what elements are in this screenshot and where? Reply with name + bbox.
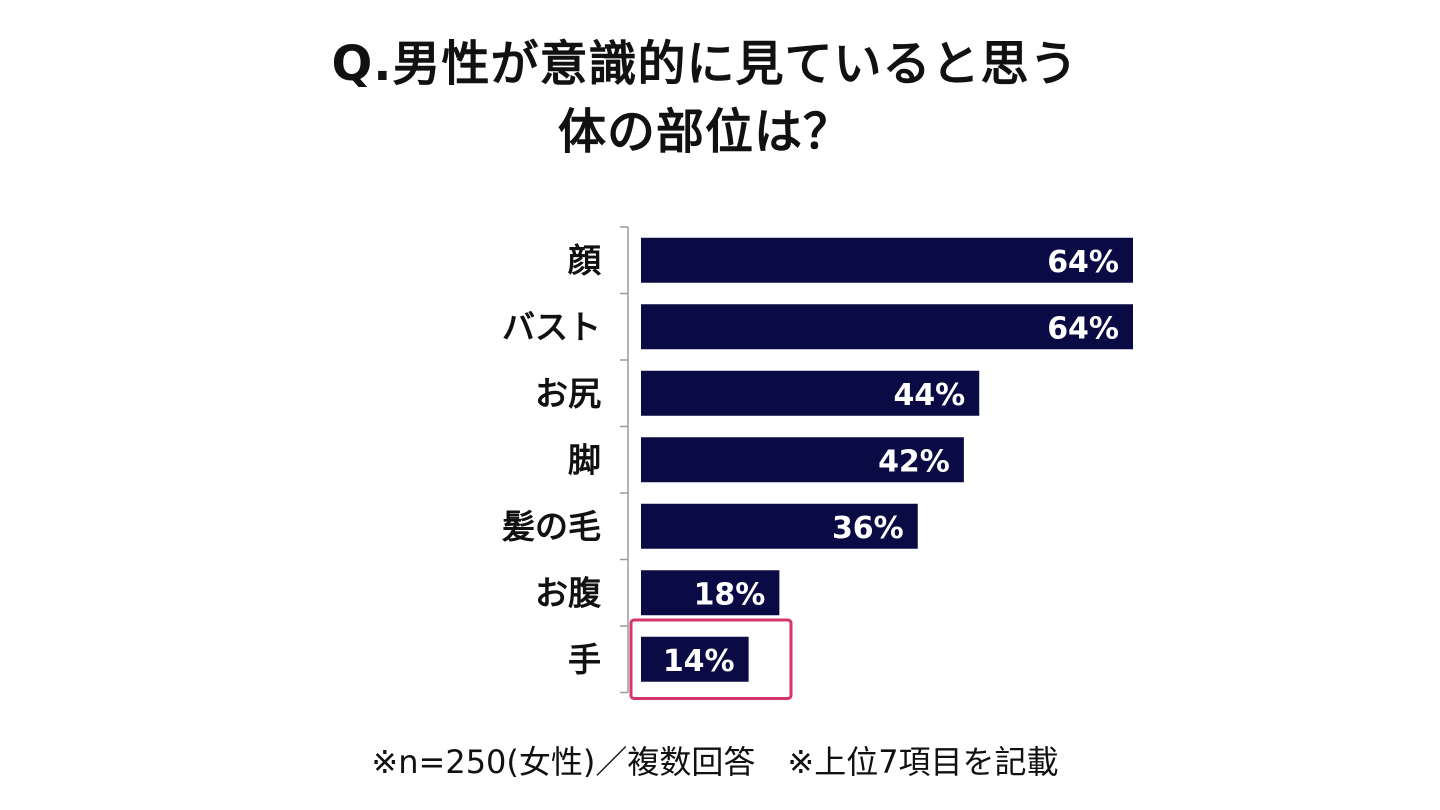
value-label: 14% [663, 644, 735, 679]
chart-bars [641, 237, 1133, 682]
bar-4 [641, 437, 964, 483]
bar-2 [641, 304, 1133, 350]
highlight-layer [629, 618, 793, 700]
bar-6 [641, 570, 780, 616]
value-label: 18% [694, 577, 766, 612]
category-label: 脚 [568, 440, 601, 479]
value-label: 44% [893, 378, 965, 413]
category-label: お腹 [535, 573, 602, 612]
chart-title-line-1: Q.男性が意識的に見ていると思う [331, 36, 1079, 92]
highlight-box [629, 618, 793, 700]
bar-3 [641, 370, 980, 416]
value-label: 64% [1047, 245, 1119, 280]
bar-5 [641, 503, 918, 549]
category-label: 髪の毛 [502, 507, 601, 546]
chart-footnote: ※n=250(女性)／複数回答 ※上位7項目を記載 [371, 743, 1059, 781]
value-label: 42% [878, 444, 950, 479]
chart-axis [620, 226, 629, 694]
value-label: 64% [1047, 311, 1119, 346]
category-label: 顔 [568, 241, 602, 280]
category-label: バスト [502, 307, 601, 346]
chart-title-line-2: 体の部位は？ [557, 104, 852, 160]
value-label: 36% [832, 511, 904, 546]
bar-1 [641, 237, 1133, 283]
category-label: お尻 [535, 374, 601, 413]
value-labels: 64% 64% 44% 42% 36% 18% 14% [663, 245, 1119, 679]
category-label: 手 [568, 640, 601, 679]
bar-7 [641, 636, 749, 682]
